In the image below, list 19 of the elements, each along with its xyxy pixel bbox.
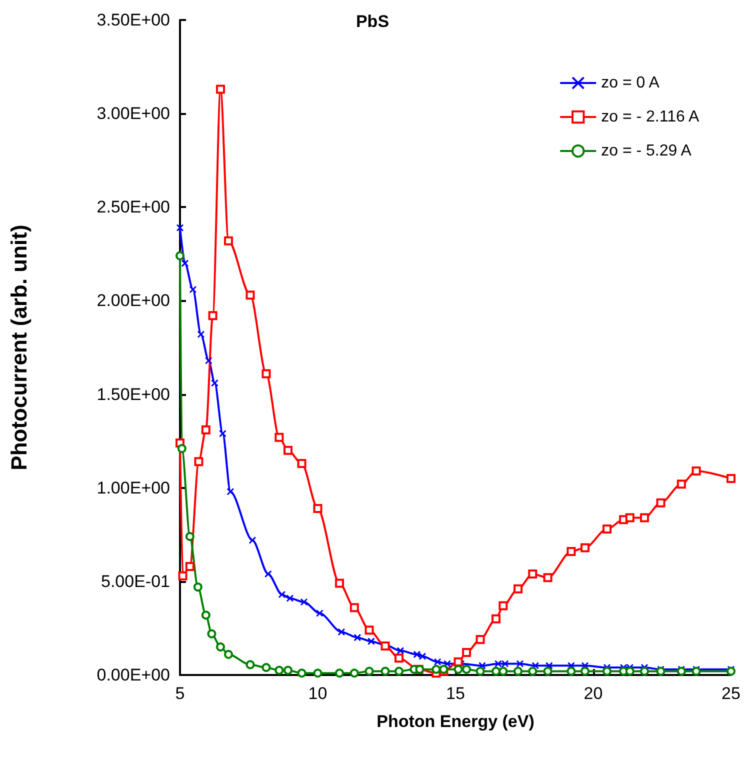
x-tick-label: 20 <box>584 684 603 703</box>
y-tick-label: 3.50E+00 <box>96 10 170 30</box>
chart-title: PbS <box>356 12 390 31</box>
x-tick-label: 25 <box>722 684 740 703</box>
y-tick-label: 5.00E-01 <box>101 572 170 591</box>
x-tick-label: 10 <box>308 684 328 703</box>
y-tick-label: 2.00E+00 <box>96 291 170 310</box>
x-tick-label: 5 <box>175 684 185 703</box>
legend-label: zo = - 5.29 A <box>601 142 692 160</box>
y-tick-label: 1.00E+00 <box>96 478 170 498</box>
y-tick-label: 1.50E+00 <box>96 384 170 404</box>
x-axis-title: Photon Energy (eV) <box>376 712 534 731</box>
y-axis-title: Photocurrent (arb. unit) <box>6 224 32 470</box>
legend-label: zo = 0 A <box>601 74 660 92</box>
x-tick-label: 15 <box>446 684 465 703</box>
y-tick-label: 2.50E+00 <box>96 198 170 217</box>
legend-label: zo = - 2.116 A <box>601 108 700 126</box>
y-tick-label: 3.00E+00 <box>96 104 170 124</box>
y-tick-label: 0.00E+00 <box>96 666 170 684</box>
